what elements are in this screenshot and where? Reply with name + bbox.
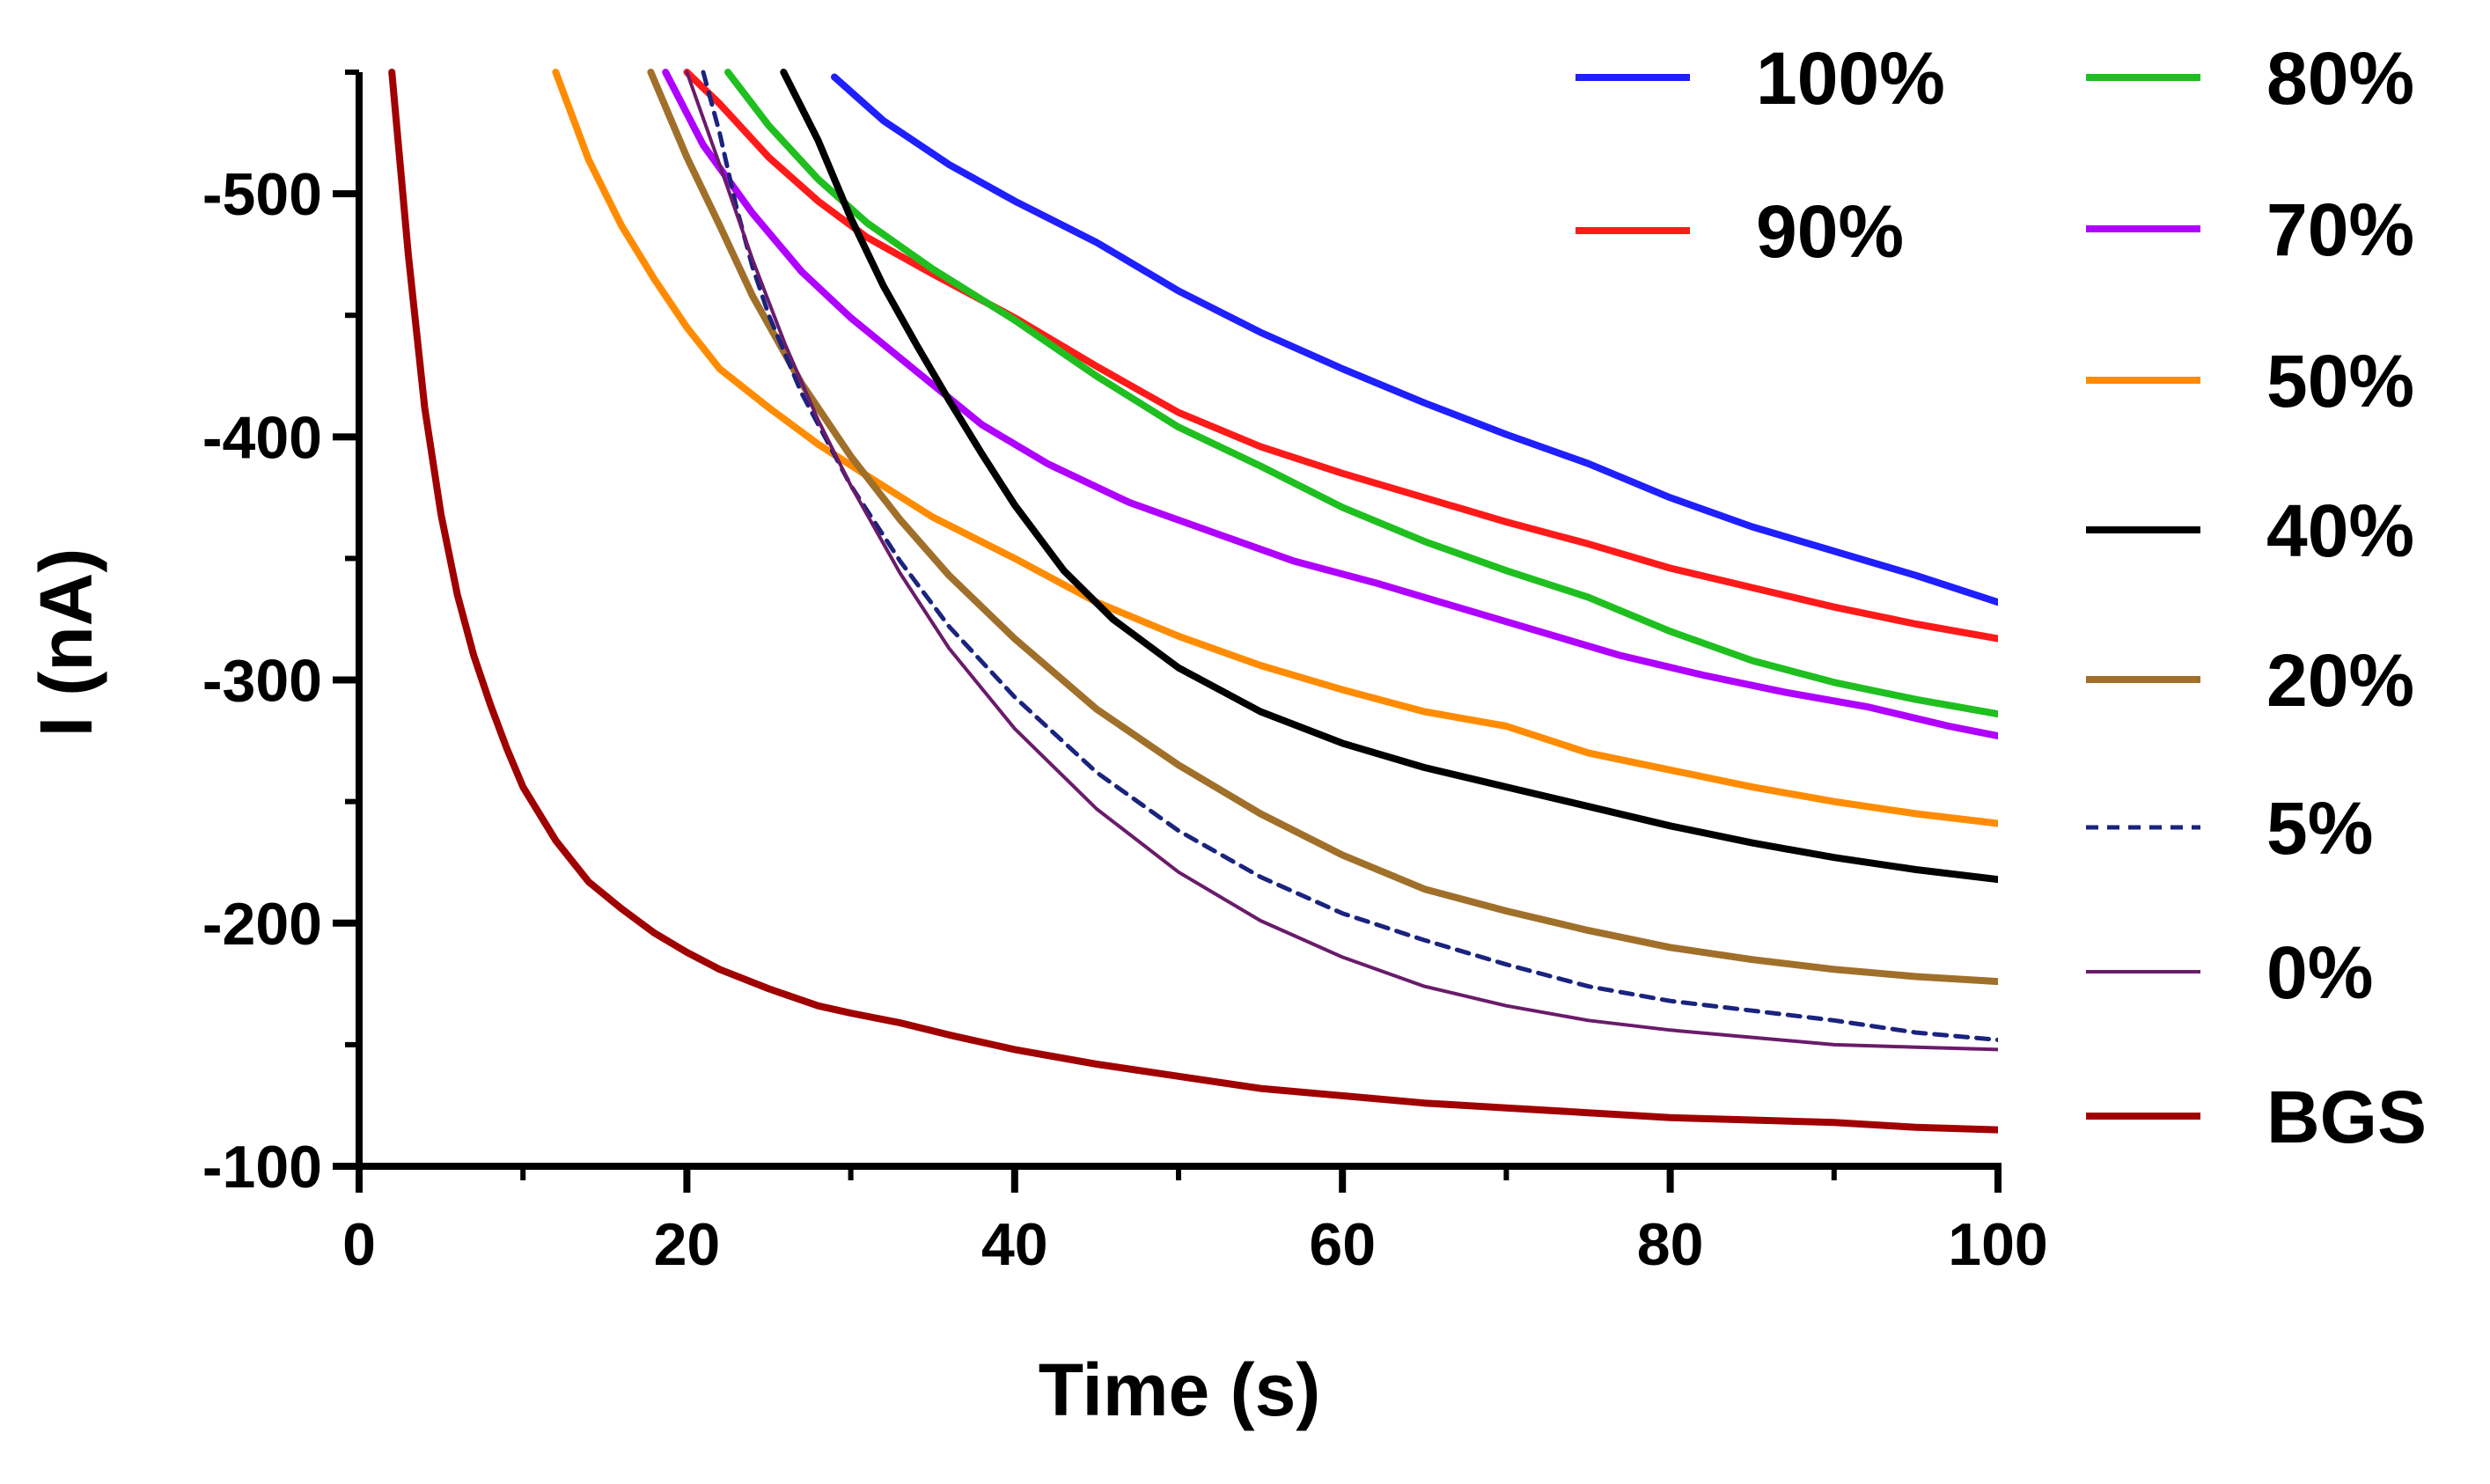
legend: 100% 90% 80% 70% 50% 40% 20% 5% 0% BGS <box>1576 37 2427 1158</box>
axes-layer: 0 20 40 60 80 100 -100 -200 -300 -400 -500 <box>202 70 2048 1278</box>
legend-item-2: 90% <box>1576 190 1904 273</box>
y-axis-title: I (nA) <box>25 548 107 738</box>
y-tick-label: -500 <box>202 161 322 228</box>
legend-label: 100% <box>1756 37 1945 120</box>
series-layer <box>388 69 1998 1134</box>
legend-item-6: 40% <box>2086 489 2414 572</box>
legend-item-8: 5% <box>2086 787 2373 870</box>
x-tick-label: 40 <box>981 1211 1048 1278</box>
series-line-4 <box>662 69 1998 740</box>
legend-item-1: 100% <box>1576 37 1945 120</box>
series-line-6 <box>780 69 1998 884</box>
legend-item-3: 80% <box>2086 37 2414 120</box>
series-line-3 <box>724 69 1998 718</box>
x-tick-label: 0 <box>342 1211 376 1278</box>
legend-label: BGS <box>2266 1076 2427 1158</box>
y-tick-label: -400 <box>202 404 322 471</box>
x-tick-label: 100 <box>1948 1211 2047 1278</box>
series-line-10 <box>388 69 1998 1134</box>
legend-item-10: BGS <box>2086 1076 2427 1158</box>
y-tick-label: -200 <box>202 891 322 958</box>
x-tick-label: 60 <box>1309 1211 1376 1278</box>
legend-label: 40% <box>2266 489 2414 572</box>
series-line-2 <box>683 69 1998 643</box>
legend-item-9: 0% <box>2086 931 2373 1014</box>
legend-item-4: 70% <box>2086 188 2414 271</box>
legend-label: 70% <box>2266 188 2414 271</box>
series-line-9 <box>685 70 1998 1052</box>
y-tick-label: -100 <box>202 1134 322 1201</box>
x-tick-label: 20 <box>654 1211 721 1278</box>
series-line-8 <box>701 70 1998 1042</box>
legend-label: 20% <box>2266 639 2414 722</box>
legend-label: 50% <box>2266 340 2414 422</box>
series-line-1 <box>831 73 1998 606</box>
legend-label: 5% <box>2266 787 2373 870</box>
legend-item-5: 50% <box>2086 340 2414 422</box>
x-axis-title: Time (s) <box>1039 1348 1321 1431</box>
legend-label: 90% <box>1756 190 1904 273</box>
x-tick-label: 80 <box>1637 1211 1704 1278</box>
y-tick-label: -300 <box>202 648 322 715</box>
legend-label: 0% <box>2266 931 2373 1014</box>
legend-label: 80% <box>2266 37 2414 120</box>
series-line-5 <box>552 69 1998 827</box>
legend-item-7: 20% <box>2086 639 2414 722</box>
series-line-7 <box>647 69 1998 986</box>
